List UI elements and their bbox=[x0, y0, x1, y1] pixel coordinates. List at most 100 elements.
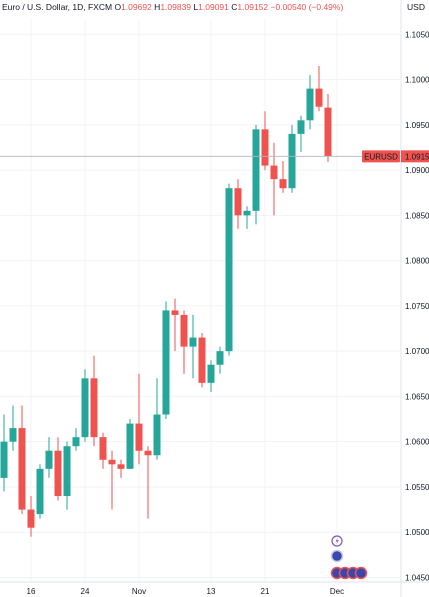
candle-body bbox=[81, 378, 89, 438]
candle-body bbox=[225, 188, 233, 352]
y-tick-label: 1.10000 bbox=[405, 76, 429, 85]
candle-up[interactable] bbox=[288, 124, 296, 193]
candle-down[interactable] bbox=[90, 355, 98, 447]
candle-body bbox=[135, 423, 143, 451]
candle-body bbox=[0, 441, 8, 478]
candle-body bbox=[261, 129, 269, 166]
candle-body bbox=[108, 459, 116, 465]
candle-up[interactable] bbox=[225, 183, 233, 356]
candle-body bbox=[54, 450, 62, 496]
candle-up[interactable] bbox=[207, 360, 215, 392]
candle-body bbox=[252, 129, 260, 211]
y-tick-label: 1.05000 bbox=[405, 528, 429, 537]
candle-up[interactable] bbox=[45, 437, 53, 478]
open-key: O bbox=[114, 2, 122, 12]
y-tick-label: 1.09500 bbox=[405, 121, 429, 130]
chart-legend: Euro / U.S. Dollar, 1D, FXCM O1.09692 H1… bbox=[2, 2, 343, 12]
y-tick-label: 1.05500 bbox=[405, 483, 429, 492]
y-tick-label: 1.08500 bbox=[405, 211, 429, 220]
candle-down[interactable] bbox=[180, 310, 188, 374]
candle-body bbox=[126, 423, 134, 469]
close-value: 1.09152 bbox=[237, 2, 269, 12]
symbol-description: Euro / U.S. Dollar, 1D, FXCM bbox=[2, 2, 113, 12]
candle-up[interactable] bbox=[0, 414, 8, 492]
candle-body bbox=[207, 364, 215, 383]
candle-body bbox=[180, 314, 188, 347]
candle-down[interactable] bbox=[279, 161, 287, 193]
symbol-tag-text: EURUSD bbox=[364, 152, 398, 161]
candle-body bbox=[36, 468, 44, 515]
x-tick-label: 13 bbox=[207, 587, 216, 596]
high-value: 1.09839 bbox=[160, 2, 192, 12]
candle-up[interactable] bbox=[72, 428, 80, 451]
candle-down[interactable] bbox=[324, 94, 332, 162]
candle-up[interactable] bbox=[162, 301, 170, 420]
candle-body bbox=[270, 165, 278, 180]
candle-up[interactable] bbox=[189, 314, 197, 379]
candle-up[interactable] bbox=[306, 75, 314, 130]
symbol-tag-bg bbox=[362, 150, 400, 163]
y-tick-label: 1.04500 bbox=[405, 573, 429, 582]
candle-down[interactable] bbox=[234, 179, 242, 229]
candle-down[interactable] bbox=[27, 495, 35, 537]
economic-event-icon[interactable] bbox=[330, 549, 344, 563]
candles-group bbox=[0, 65, 332, 537]
candle-up[interactable] bbox=[243, 206, 251, 229]
chart-grid bbox=[0, 18, 400, 582]
candle-down[interactable] bbox=[54, 437, 62, 501]
candle-up[interactable] bbox=[216, 346, 224, 374]
candle-down[interactable] bbox=[99, 432, 107, 469]
candle-down[interactable] bbox=[108, 450, 116, 510]
candle-up[interactable] bbox=[153, 378, 161, 460]
candle-down[interactable] bbox=[198, 333, 206, 388]
open-value: 1.09692 bbox=[121, 2, 152, 12]
candle-body bbox=[90, 378, 98, 438]
candle-body bbox=[162, 310, 170, 415]
candle-body bbox=[279, 179, 287, 189]
event-icons bbox=[330, 535, 368, 580]
y-tick-label: 1.07000 bbox=[405, 347, 429, 356]
currency-label[interactable]: USD bbox=[407, 2, 425, 12]
low-key: L bbox=[193, 2, 199, 12]
candle-down[interactable] bbox=[144, 446, 152, 519]
candle-up[interactable] bbox=[63, 441, 71, 510]
x-tick-label: 21 bbox=[261, 587, 270, 596]
us-flag-icon[interactable] bbox=[354, 566, 368, 580]
candle-down[interactable] bbox=[315, 65, 323, 112]
candle-up[interactable] bbox=[9, 405, 17, 451]
candle-down[interactable] bbox=[135, 373, 143, 465]
candle-down[interactable] bbox=[270, 142, 278, 216]
candle-up[interactable] bbox=[36, 464, 44, 519]
candle-body bbox=[315, 88, 323, 107]
candle-body bbox=[189, 337, 197, 347]
x-tick-label: 24 bbox=[81, 587, 90, 596]
candle-body bbox=[153, 414, 161, 456]
x-tick-label: Nov bbox=[132, 587, 146, 596]
candle-body bbox=[216, 351, 224, 365]
candle-body bbox=[288, 133, 296, 189]
candle-up[interactable] bbox=[126, 419, 134, 469]
candle-up[interactable] bbox=[81, 369, 89, 442]
candle-body bbox=[306, 88, 314, 121]
candle-body bbox=[324, 107, 332, 157]
change-value: −0.00540 (−0.49%) bbox=[270, 2, 344, 12]
candle-up[interactable] bbox=[252, 124, 260, 225]
candle-down[interactable] bbox=[171, 298, 179, 352]
candle-body bbox=[18, 428, 26, 510]
time-axis[interactable]: 16 24 Nov 13 21 Dec bbox=[0, 581, 429, 596]
close-key: C bbox=[231, 2, 238, 12]
price-axis[interactable]: 1.10500 1.10000 1.09500 1.09000 1.08500 1.080… bbox=[400, 0, 429, 597]
x-tick-label: 16 bbox=[27, 587, 36, 596]
candle-body bbox=[297, 120, 305, 134]
y-tick-label: 1.08000 bbox=[405, 257, 429, 266]
candle-down[interactable] bbox=[18, 405, 26, 515]
candle-down[interactable] bbox=[117, 459, 125, 478]
y-tick-label: 1.09000 bbox=[405, 166, 429, 175]
high-key: H bbox=[154, 2, 161, 12]
candle-up[interactable] bbox=[297, 115, 305, 152]
flash-icon-glyph bbox=[335, 537, 339, 545]
y-tick-label: 1.10500 bbox=[405, 30, 429, 39]
candle-body bbox=[234, 188, 242, 216]
candle-down[interactable] bbox=[261, 111, 269, 171]
